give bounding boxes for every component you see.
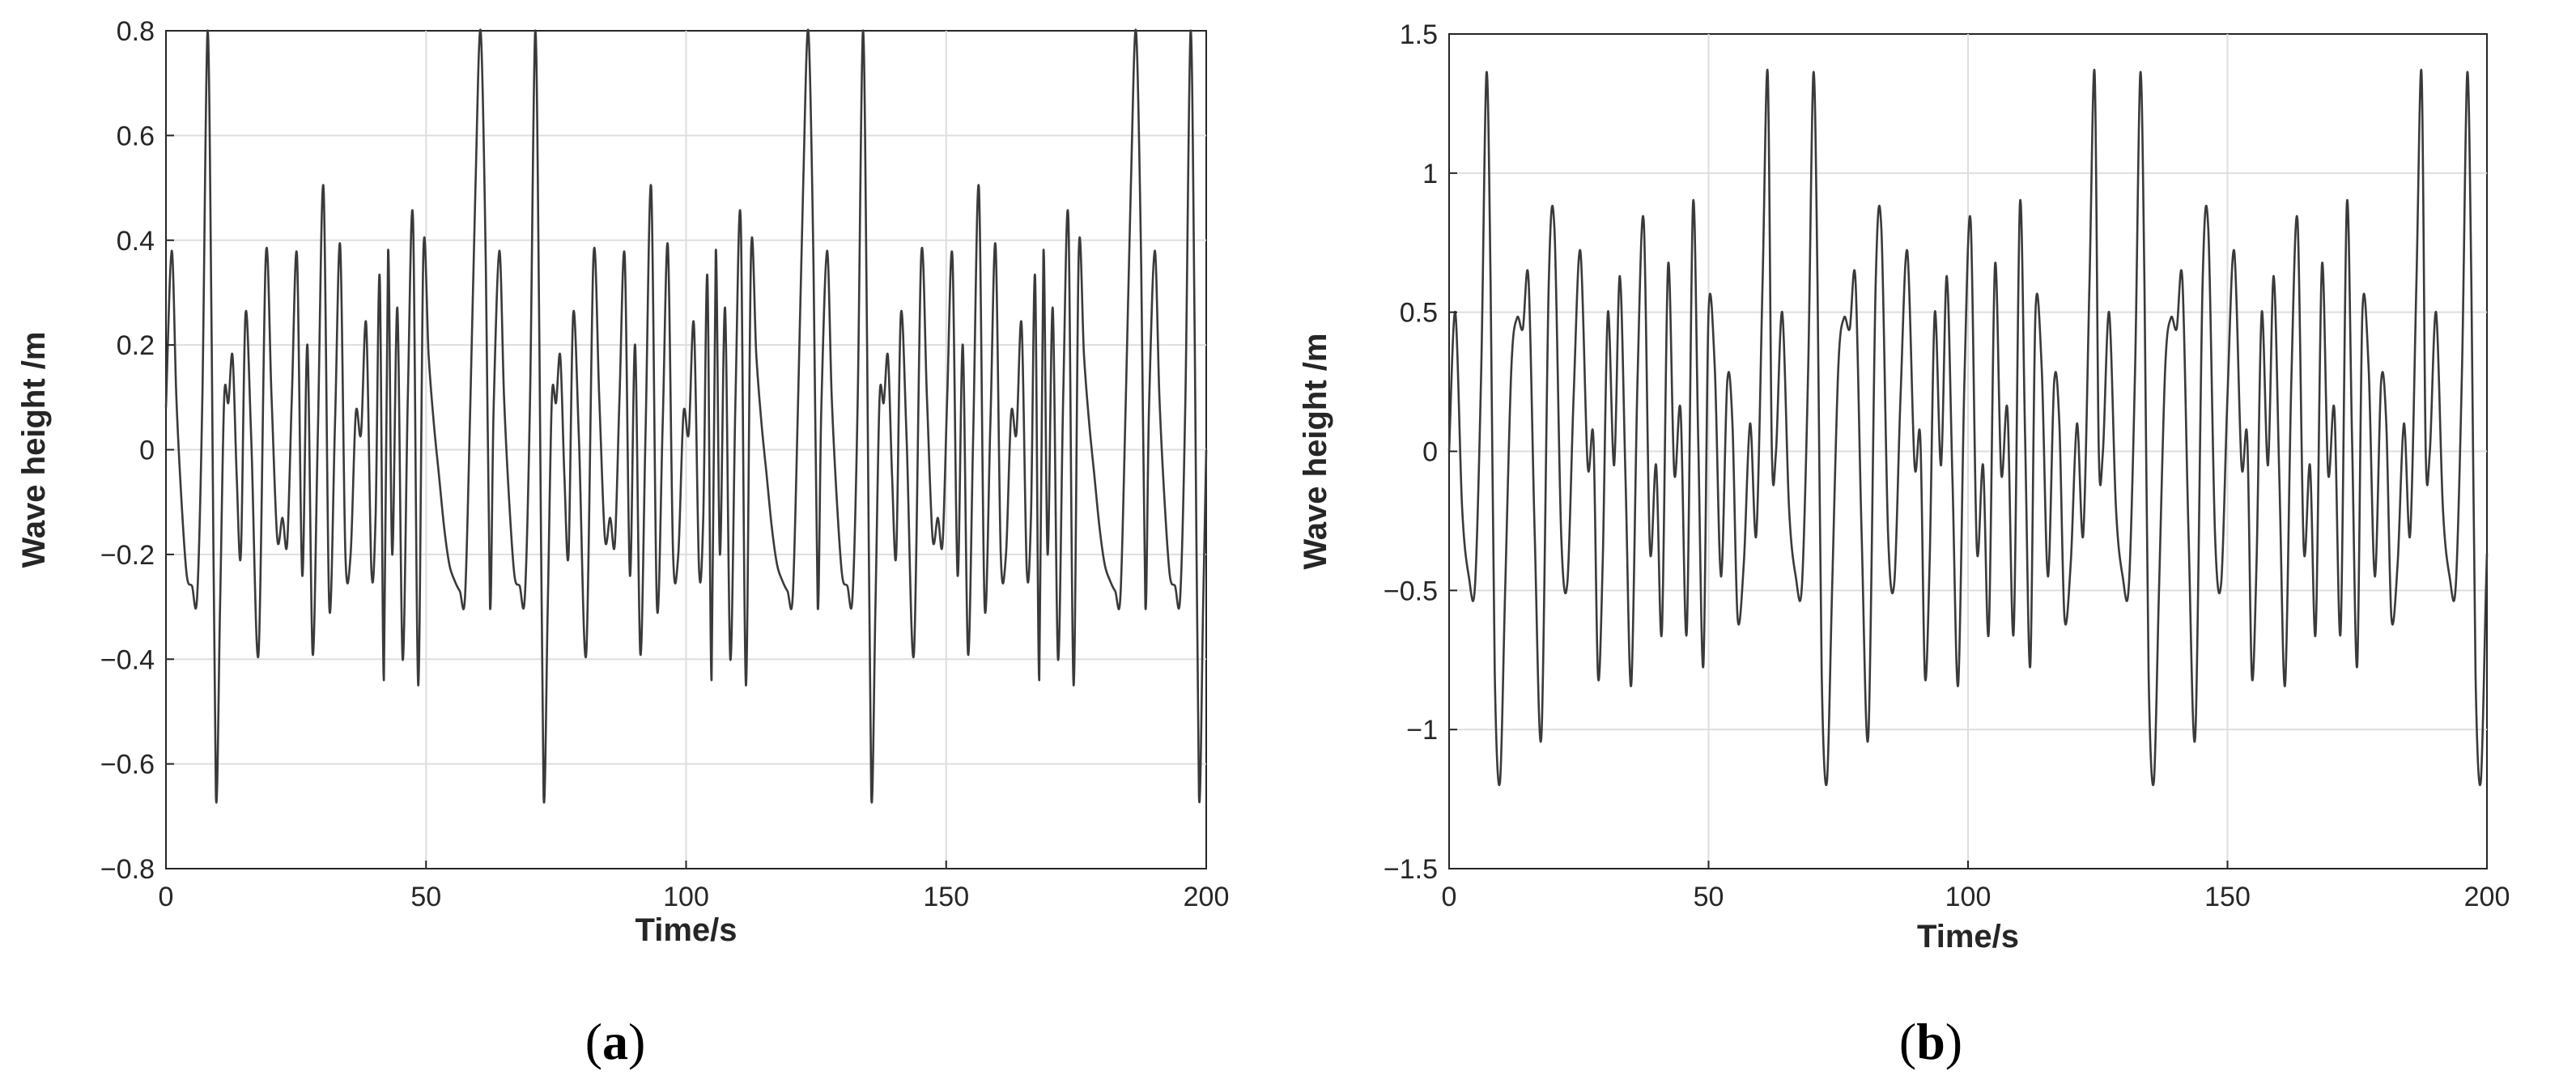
x-tick-label: 0 — [159, 882, 174, 912]
y-tick-label: −0.8 — [100, 854, 155, 885]
y-tick-label: 0.4 — [117, 226, 155, 257]
y-tick-label: 0.5 — [1400, 298, 1438, 329]
x-axis-title: Time/s — [1917, 919, 2019, 954]
y-tick-label: −0.5 — [1384, 576, 1438, 606]
wave-height-series-line — [1447, 69, 2489, 787]
chart-panel-b: 0 50 100 150 200 −1.5 −1 −0.5 0 0.5 1 1.5 Time/s Wave… — [1298, 19, 2510, 954]
x-tick-label: 100 — [1945, 882, 1992, 912]
y-tick-label: −0.6 — [100, 750, 155, 780]
panel-label-b: (b) — [1898, 1013, 1963, 1070]
x-axis-title: Time/s — [635, 912, 738, 948]
y-tick-label: 0.2 — [117, 330, 155, 361]
y-axis-title: Wave height /m — [1298, 334, 1333, 570]
y-tick-label: 0 — [1422, 437, 1438, 468]
chart-panel-a: 0 50 100 150 200 −0.8 −0.6 −0.4 −0.2 0 0.2 0.4 0.6 0.… — [16, 16, 1230, 948]
x-tick-label: 100 — [663, 882, 709, 912]
wave-height-series-line — [164, 28, 1208, 804]
y-tick-label: −0.4 — [100, 644, 155, 675]
y-tick-label: −1 — [1406, 715, 1438, 746]
y-tick-label: 0.6 — [117, 121, 155, 151]
y-axis-title: Wave height /m — [16, 332, 52, 568]
x-tick-label: 200 — [1184, 882, 1230, 912]
y-tick-label: 0.8 — [117, 16, 155, 47]
y-tick-label: −0.2 — [100, 540, 155, 571]
panel-label-a: (a) — [584, 1013, 646, 1070]
y-tick-label: −1.5 — [1384, 854, 1438, 885]
x-tick-label: 50 — [1694, 882, 1724, 912]
y-tick-label: 1 — [1422, 159, 1438, 189]
x-tick-label: 50 — [410, 882, 441, 912]
x-tick-label: 150 — [2204, 882, 2251, 912]
x-tick-label: 0 — [1442, 882, 1457, 912]
y-tick-label: 1.5 — [1400, 19, 1438, 50]
x-tick-label: 150 — [923, 882, 969, 912]
y-tick-label: 0 — [139, 436, 155, 466]
x-tick-label: 200 — [2464, 882, 2510, 912]
